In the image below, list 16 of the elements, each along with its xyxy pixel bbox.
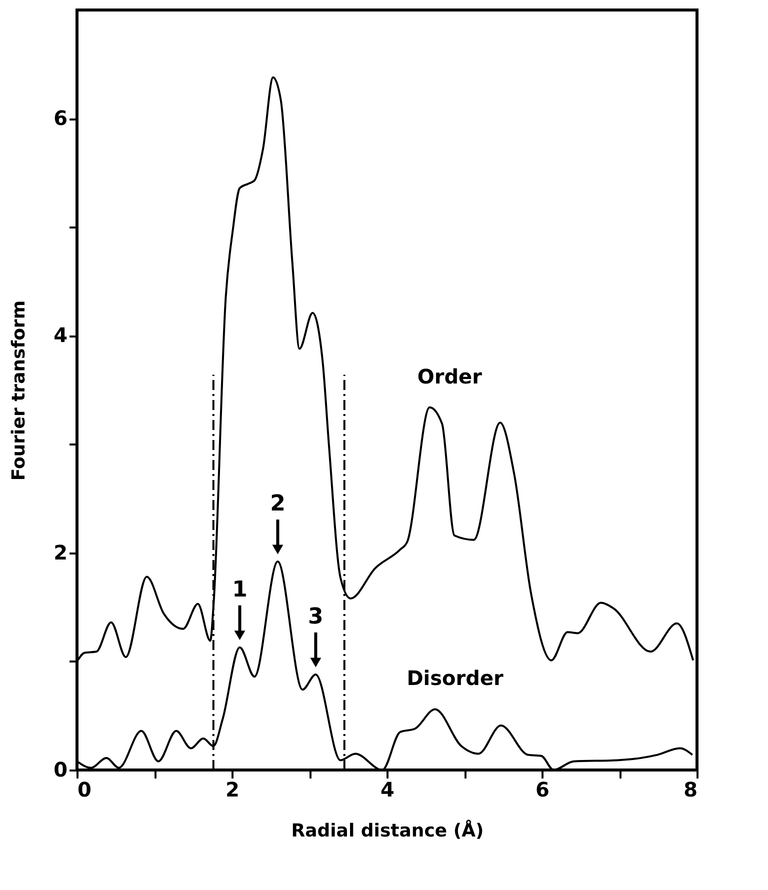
series-label: Order bbox=[417, 364, 482, 388]
x-tick-label: 4 bbox=[380, 778, 394, 802]
y-axis-title: Fourier transform bbox=[8, 300, 30, 481]
annotation: 2 bbox=[270, 492, 286, 517]
x-tick-label: 0 bbox=[78, 778, 92, 802]
y-tick-label: 6 bbox=[54, 106, 68, 130]
annotation: 1 bbox=[232, 577, 248, 602]
series-label: Disorder bbox=[406, 666, 504, 690]
y-tick-label: 4 bbox=[54, 323, 68, 348]
y-tick-label: 0 bbox=[54, 758, 68, 782]
x-tick-label: 2 bbox=[226, 778, 240, 802]
x-axis-title: Radial distance (Å) bbox=[291, 820, 484, 842]
x-tick-label: 6 bbox=[536, 778, 550, 802]
x-tick-label: 8 bbox=[684, 778, 698, 802]
annotation: 3 bbox=[308, 604, 324, 630]
y-tick-label: 2 bbox=[54, 540, 68, 564]
